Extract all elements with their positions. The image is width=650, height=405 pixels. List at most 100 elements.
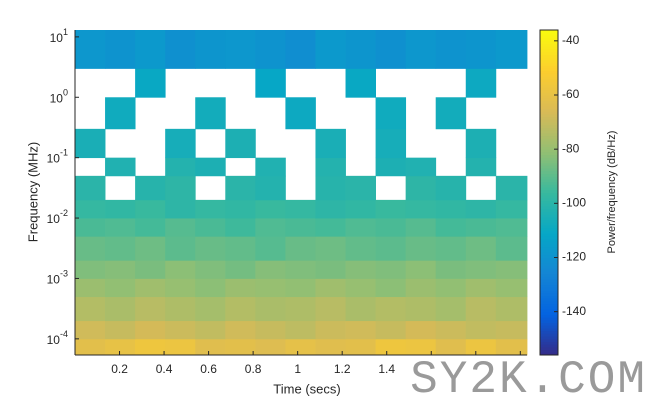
y-axis-label: Frequency (MHz) [25,142,40,242]
spectrogram-cell [435,218,467,237]
colorbar-step [540,173,558,177]
spectrogram-cell [405,236,437,261]
colorbar-step [540,65,558,69]
spectrogram-cell [75,175,106,201]
colorbar-step [540,322,558,326]
colorbar-step [540,89,558,93]
spectrogram-cell [225,175,256,201]
spectrogram-cell [195,296,226,322]
colorbar-step [540,292,558,296]
spectrogram-cell [75,199,106,219]
spectrogram-cell [375,128,407,159]
spectrogram-cell [135,260,166,279]
spectrogram-cell [165,199,196,219]
colorbar-tick-label: -120 [562,250,586,264]
colorbar-step [540,257,558,261]
tick-exponent: 0 [63,88,68,98]
colorbar-step [540,271,558,275]
spectrogram-cell [105,260,136,279]
x-tick-label: 1.2 [334,362,351,376]
colorbar-step [540,216,558,221]
spectrogram-cell [165,260,196,279]
spectrogram-cell [285,320,316,340]
spectrogram-cell [165,320,196,340]
tick-exponent: -1 [60,148,68,158]
spectrogram-cell [255,320,286,340]
colorbar-step [540,325,558,329]
spectrogram-cell [225,320,256,340]
colorbar-step [540,124,558,128]
spectrogram-cell [495,338,528,356]
spectrogram-cell [135,218,166,237]
colorbar-step [540,127,558,131]
colorbar-step [540,338,558,342]
spectrogram-cell [225,260,256,279]
colorbar-step [540,130,558,134]
spectrogram-cell [225,338,256,356]
spectrogram-cell [75,218,106,237]
spectrogram-cell [405,157,437,177]
spectrogram-cell [405,296,437,322]
colorbar-step [540,111,558,115]
x-tick-label: 1 [294,362,301,376]
spectrogram-cell [255,296,286,322]
spectrogram-cell [435,175,467,201]
colorbar-step [540,243,558,248]
spectrogram-cell [405,218,437,237]
colorbar-step [540,197,558,202]
colorbar-step [540,100,558,104]
spectrogram-cell [285,278,316,298]
x-tick-label: 0.6 [200,362,217,376]
colorbar-label: Power/frequency (dB/Hz) [606,131,618,254]
spectrogram-cell [195,157,226,177]
spectrogram-cell [315,260,346,279]
colorbar-step [540,352,558,356]
spectrogram-cell [165,218,196,237]
spectrogram-cell [285,338,316,356]
spectrogram-cell [375,157,407,177]
colorbar-step [540,43,558,47]
colorbar-step [540,70,558,74]
spectrogram-cell [285,30,316,69]
spectrogram-cell [135,320,166,340]
colorbar-step [540,51,558,55]
spectrogram-cell [345,236,376,261]
colorbar-step [540,246,558,250]
spectrogram-cell [75,260,106,279]
spectrogram-cell [495,236,528,261]
spectrogram-cell [435,30,467,69]
spectrogram-cell [465,199,497,219]
tick-exponent: 1 [63,27,68,37]
tick-base: 10 [47,152,61,166]
spectrogram-cell [465,320,497,340]
colorbar-step [540,211,558,215]
spectrogram-cell [195,199,226,219]
colorbar-step [540,146,558,150]
spectrogram-cell [165,338,196,356]
colorbar-step [540,84,558,88]
colorbar-step [540,249,558,253]
colorbar-step [540,122,558,126]
colorbar-tick-label: -140 [562,304,586,318]
spectrogram-cell [195,218,226,237]
colorbar-step [540,132,558,137]
colorbar-step [540,298,558,302]
tick-base: 10 [50,31,64,45]
colorbar-step [540,273,558,277]
colorbar-step [540,219,558,223]
tick-base: 10 [47,333,61,347]
colorbar-step [540,103,558,107]
spectrogram-cell [105,338,136,356]
spectrogram-cell [315,157,346,177]
spectrogram-cell [255,260,286,279]
colorbar-step [540,181,558,185]
colorbar-step [540,311,558,315]
spectrogram-cell [315,128,346,159]
colorbar-step [540,97,558,101]
spectrogram-cell [465,218,497,237]
spectrogram-cell [465,157,497,177]
spectrogram-cell [405,338,437,356]
colorbar-step [540,287,558,291]
spectrogram-cell [165,296,196,322]
x-tick-label: 0.8 [245,362,262,376]
